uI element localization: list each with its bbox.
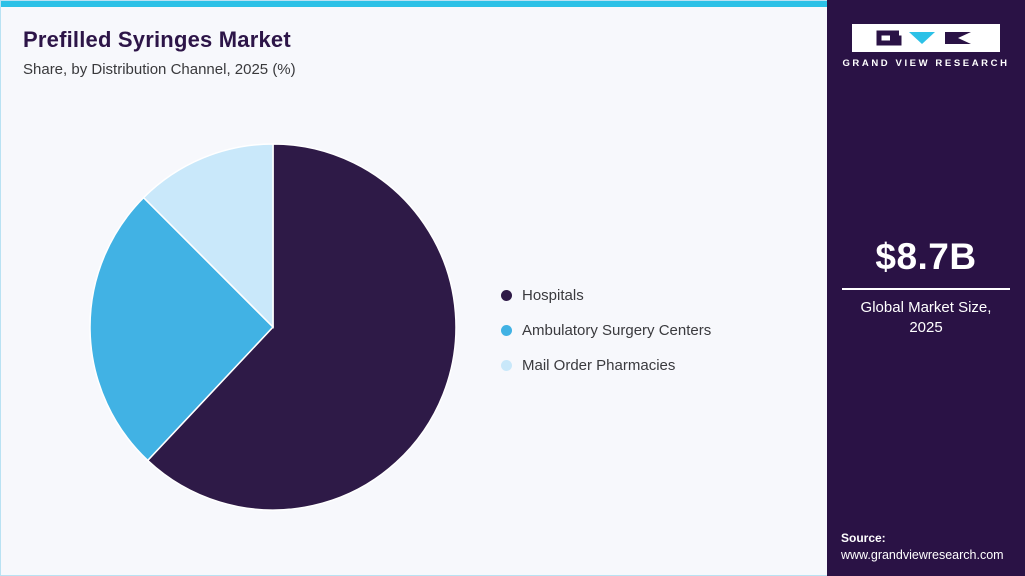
gvr-logo-mark: [852, 24, 1000, 52]
legend-item-mail-order-pharmacies: Mail Order Pharmacies: [501, 357, 711, 374]
chart-panel: Prefilled Syringes Market Share, by Dist…: [0, 0, 827, 576]
sidebar: GRAND VIEW RESEARCH $8.7B Global Market …: [827, 0, 1025, 576]
legend-item-hospitals: Hospitals: [501, 287, 711, 304]
legend-swatch-hospitals: [501, 290, 512, 301]
legend-label-ambulatory-surgery-centers: Ambulatory Surgery Centers: [522, 322, 712, 339]
accent-topbar: [1, 1, 827, 7]
pie-slice-1: [89, 196, 275, 462]
legend-swatch-mail-order-pharmacies: [501, 360, 512, 371]
gvr-logo: GRAND VIEW RESEARCH: [827, 24, 1025, 69]
page-subtitle: Share, by Distribution Channel, 2025 (%): [23, 61, 296, 78]
source-url: www.grandviewresearch.com: [841, 548, 1004, 562]
pie-slice-2: [142, 143, 274, 329]
gvr-logo-glyphs: [876, 30, 971, 46]
market-size-divider: [842, 288, 1010, 290]
legend-item-ambulatory-surgery-centers: Ambulatory Surgery Centers: [501, 322, 711, 339]
pie-slice-0: [146, 143, 457, 511]
gvr-logo-text: GRAND VIEW RESEARCH: [842, 58, 1010, 69]
source-block: Source: www.grandviewresearch.com: [841, 531, 1004, 562]
market-size-value: $8.7B: [875, 236, 977, 277]
page-title: Prefilled Syringes Market: [23, 27, 291, 52]
source-label: Source:: [841, 531, 886, 545]
legend-label-mail-order-pharmacies: Mail Order Pharmacies: [522, 357, 676, 374]
legend-label-hospitals: Hospitals: [522, 287, 584, 304]
pie-chart: [89, 143, 457, 511]
legend: Hospitals Ambulatory Surgery Centers Mai…: [501, 287, 711, 374]
legend-swatch-ambulatory-surgery-centers: [501, 325, 512, 336]
market-size-label: Global Market Size, 2025: [860, 299, 992, 337]
market-size-block: $8.7B Global Market Size, 2025: [827, 236, 1025, 339]
